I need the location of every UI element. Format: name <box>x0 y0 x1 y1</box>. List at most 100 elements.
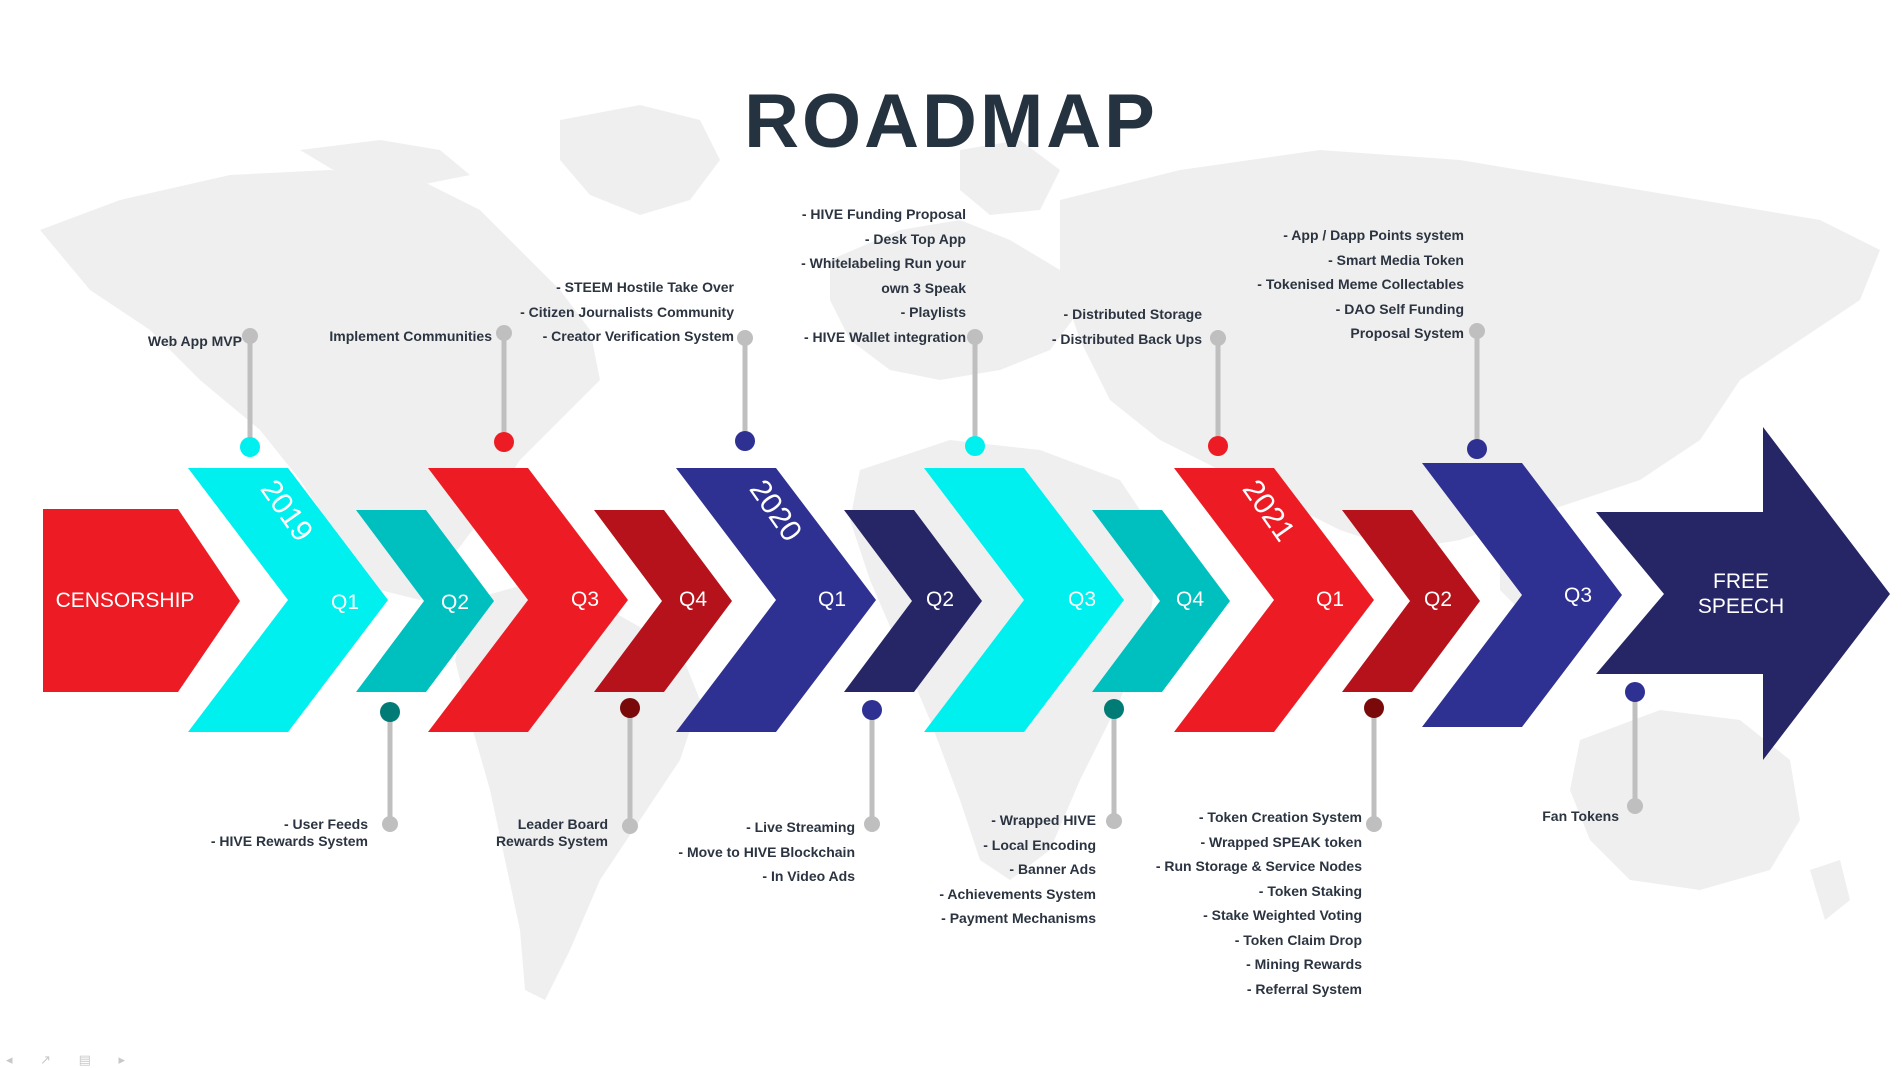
note-line: - HIVE Funding Proposal <box>801 206 966 222</box>
note-line: - App / Dapp Points system <box>1283 227 1464 243</box>
note-line: own 3 Speak <box>881 279 966 296</box>
chevron-label-q1-2019: Q1 <box>330 591 360 614</box>
chevron-q4-3 <box>594 510 732 692</box>
note-line: - Token Creation System <box>1198 809 1362 825</box>
note-line: - Achievements System <box>939 885 1096 902</box>
chevron-label-q4-2019: Q4 <box>678 588 708 611</box>
chevron-label-q3-2021: Q3 <box>1563 584 1593 607</box>
note-line: - Whitelabeling Run your <box>801 255 966 271</box>
note-line: - DAO Self Funding <box>1335 300 1464 317</box>
start-arrow-block <box>43 509 240 692</box>
note-line: - Mining Rewards <box>1246 956 1362 972</box>
note-line: - Wrapped HIVE <box>991 812 1096 828</box>
milestone-dot-top <box>240 437 260 457</box>
chevron-q3-2 <box>428 468 628 732</box>
note-line: - User Feeds <box>283 816 368 832</box>
chevron-q2-5 <box>844 510 982 692</box>
milestone-dot-top <box>1208 436 1228 456</box>
note-line: - In Video Ads <box>762 868 855 884</box>
milestone-dot-bottom <box>620 698 640 718</box>
note-line: - Playlists <box>900 304 966 320</box>
milestone-note-bottom-3: - Live Streaming - Move to HIVE Blockcha… <box>678 815 855 889</box>
note-line: - Citizen Journalists Community <box>520 303 734 320</box>
note-line: - STEEM Hostile Take Over <box>556 279 734 295</box>
connector-end-dot <box>496 325 512 341</box>
note-line: - Live Streaming <box>746 819 855 835</box>
connector-end-dot <box>1627 798 1643 814</box>
milestone-note-bottom-2: Leader Board Rewards System <box>496 816 608 850</box>
note-line: - HIVE Rewards System <box>210 833 368 849</box>
milestone-note-top-6: - App / Dapp Points system - Smart Media… <box>1257 223 1464 346</box>
milestone-note-bottom-1: - User Feeds - HIVE Rewards System <box>211 816 368 850</box>
milestone-dot-bottom <box>1364 698 1384 718</box>
chevron-label-q4-2020: Q4 <box>1175 588 1205 611</box>
milestone-note-bottom-5: - Token Creation System - Wrapped SPEAK … <box>1156 805 1362 1001</box>
note-line: Proposal System <box>1350 325 1464 341</box>
milestone-note-bottom-4: - Wrapped HIVE - Local Encoding - Banner… <box>939 808 1096 931</box>
chevron-label-q3-2019: Q3 <box>570 588 600 611</box>
chevron-label-q2-2019: Q2 <box>440 591 470 614</box>
chevron-q3-10 <box>1422 463 1622 727</box>
chevron-label-q3-2020: Q3 <box>1067 588 1097 611</box>
milestone-note-bottom-6: Fan Tokens <box>1542 804 1619 829</box>
milestone-dot-bottom <box>1104 699 1124 719</box>
chevron-q4-7 <box>1092 510 1230 692</box>
note-line: - Stake Weighted Voting <box>1203 907 1362 923</box>
note-line: - Referral System <box>1246 980 1362 997</box>
end-arrow-block <box>1596 427 1890 760</box>
milestone-note-top-5: - Distributed Storage - Distributed Back… <box>1052 302 1202 351</box>
connector-end-dot <box>242 328 258 344</box>
milestone-dot-bottom <box>380 702 400 722</box>
note-line: - Distributed Back Ups <box>1051 330 1202 347</box>
milestone-dot-bottom <box>862 700 882 720</box>
milestone-dot-top <box>735 431 755 451</box>
slide-nav-icons[interactable]: ◂ ↗ ▤ ▸ <box>6 1052 138 1067</box>
milestone-dot-top <box>494 432 514 452</box>
connector-end-dot <box>622 818 638 834</box>
note-line: Implement Communities <box>329 328 492 344</box>
note-line: - Smart Media Token <box>1328 251 1464 268</box>
chevron-q1-0 <box>188 468 388 732</box>
connector-end-dot <box>1106 813 1122 829</box>
note-line: Rewards System <box>495 833 608 849</box>
connector-end-dot <box>864 816 880 832</box>
end-label-line-1: FREE <box>1712 570 1770 593</box>
connector-end-dot <box>382 816 398 832</box>
milestone-note-top-1: Web App MVP <box>148 329 242 354</box>
chevron-q1-8 <box>1174 468 1374 732</box>
start-label: CENSORSHIP <box>55 589 195 612</box>
milestone-note-top-3: - STEEM Hostile Take Over - Citizen Jour… <box>520 275 734 349</box>
chevron-q1-4 <box>676 468 876 732</box>
note-line: - Wrapped SPEAK token <box>1200 833 1362 850</box>
note-line: - Move to HIVE Blockchain <box>678 843 855 860</box>
note-line: - Creator Verification System <box>542 328 734 344</box>
connector-end-dot <box>1366 816 1382 832</box>
note-line: - Desk Top App <box>864 230 966 247</box>
connector-end-dot <box>1469 323 1485 339</box>
note-line: - Token Staking <box>1258 882 1362 899</box>
chevron-label-q1-2021: Q1 <box>1315 588 1345 611</box>
end-label-line-2: SPEECH <box>1697 595 1785 618</box>
note-line: - Local Encoding <box>983 836 1096 853</box>
end-label: FREE SPEECH <box>1698 569 1784 619</box>
milestone-dot-bottom <box>1625 682 1645 702</box>
note-line: Web App MVP <box>147 333 242 349</box>
note-line: - Tokenised Meme Collectables <box>1257 276 1464 292</box>
note-line: - Run Storage & Service Nodes <box>1155 858 1362 874</box>
chevron-q2-1 <box>356 510 494 692</box>
chevron-label-q2-2020: Q2 <box>925 588 955 611</box>
note-line: - Banner Ads <box>1009 861 1096 877</box>
note-line: - HIVE Wallet integration <box>803 328 966 345</box>
note-line: - Distributed Storage <box>1063 306 1202 322</box>
page-title: ROADMAP <box>744 79 1158 164</box>
chevron-label-q2-2021: Q2 <box>1423 588 1453 611</box>
connector-end-dot <box>1210 330 1226 346</box>
connector-end-dot <box>737 330 753 346</box>
chevron-label-q1-2020: Q1 <box>817 588 847 611</box>
note-line: - Token Claim Drop <box>1234 931 1362 948</box>
note-line: - Payment Mechanisms <box>941 910 1096 926</box>
milestone-dot-top <box>965 436 985 456</box>
chevron-q3-6 <box>924 468 1124 732</box>
